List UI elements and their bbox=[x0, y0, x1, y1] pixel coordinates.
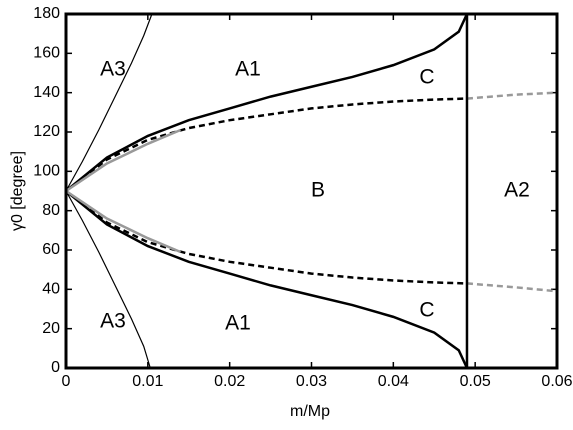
y-tick-label: 100 bbox=[33, 163, 60, 180]
x-axis-label: m/Mp bbox=[290, 403, 330, 420]
x-tick-label: 0.03 bbox=[296, 373, 327, 390]
plot-frame bbox=[64, 12, 559, 370]
region-label: C bbox=[419, 66, 434, 89]
curve bbox=[65, 190, 151, 369]
y-tick-label: 160 bbox=[33, 45, 60, 62]
y-tick-label: 80 bbox=[42, 202, 60, 219]
x-tick-label: 0.02 bbox=[214, 373, 245, 390]
x-tick-label: 0.06 bbox=[541, 373, 572, 390]
curve bbox=[65, 190, 469, 369]
curve bbox=[65, 13, 153, 192]
region-label: A3 bbox=[100, 310, 126, 333]
curve bbox=[466, 282, 558, 293]
y-tick-label: 60 bbox=[42, 241, 60, 258]
region-label: A1 bbox=[225, 312, 251, 335]
y-tick-label: 0 bbox=[51, 359, 60, 376]
region-label: B bbox=[311, 179, 325, 202]
region-label: A2 bbox=[504, 179, 530, 202]
curve bbox=[466, 91, 558, 100]
y-tick-label: 140 bbox=[33, 84, 60, 101]
y-axis-label: γ0 [degree] bbox=[9, 151, 26, 231]
curve bbox=[65, 189, 182, 254]
curve bbox=[65, 128, 182, 193]
x-tick-label: 0.05 bbox=[460, 373, 491, 390]
y-tick-label: 40 bbox=[42, 281, 60, 298]
y-tick-label: 120 bbox=[33, 123, 60, 140]
x-tick-label: 0.01 bbox=[132, 373, 163, 390]
curve bbox=[65, 13, 469, 192]
x-tick-label: 0 bbox=[62, 373, 71, 390]
x-tick-label: 0.04 bbox=[378, 373, 409, 390]
y-tick-label: 180 bbox=[33, 5, 60, 22]
region-label: A1 bbox=[235, 58, 261, 81]
curve bbox=[65, 190, 468, 285]
y-tick-label: 20 bbox=[42, 320, 60, 337]
curve bbox=[65, 97, 468, 192]
region-label: C bbox=[419, 299, 434, 322]
region-label: A3 bbox=[100, 58, 126, 81]
